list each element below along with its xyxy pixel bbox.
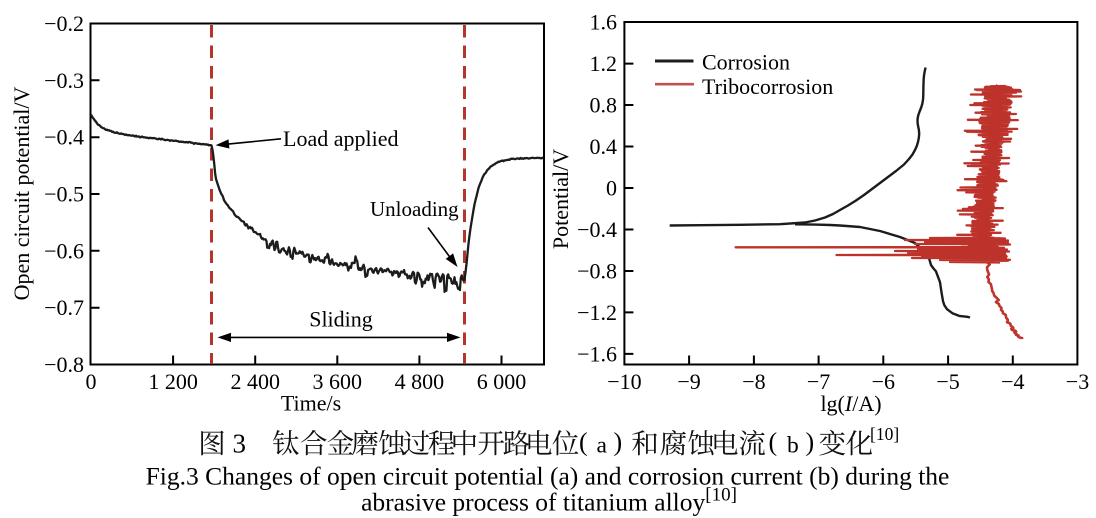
svg-text:3: 3 — [233, 429, 247, 459]
svg-text:−9: −9 — [677, 369, 700, 394]
svg-text:−0.5: −0.5 — [44, 182, 84, 207]
svg-text:−0.7: −0.7 — [44, 295, 84, 320]
svg-text:−3: −3 — [1066, 369, 1089, 394]
svg-text:−4: −4 — [1001, 369, 1024, 394]
svg-text:Sliding: Sliding — [309, 307, 373, 332]
svg-text:): ) — [614, 427, 623, 456]
svg-text:6 000: 6 000 — [477, 369, 527, 394]
svg-text:−7: −7 — [807, 369, 830, 394]
svg-text:−1.6: −1.6 — [577, 341, 617, 366]
svg-text:0: 0 — [606, 175, 617, 200]
svg-text:−0.8: −0.8 — [577, 258, 617, 283]
svg-text:1.2: 1.2 — [590, 51, 618, 76]
svg-text:−0.4: −0.4 — [577, 217, 617, 242]
svg-text:abrasive process of titanium a: abrasive process of titanium alloy[10] — [361, 485, 737, 517]
svg-text:−1.2: −1.2 — [577, 300, 617, 325]
svg-text:): ) — [806, 427, 815, 456]
svg-text:Time/s: Time/s — [281, 391, 341, 416]
svg-text:1 200: 1 200 — [148, 369, 198, 394]
svg-text:−10: −10 — [607, 369, 641, 394]
svg-text:−6: −6 — [872, 369, 895, 394]
svg-text:Tribocorrosion: Tribocorrosion — [702, 74, 833, 99]
svg-text:2 400: 2 400 — [230, 369, 280, 394]
svg-text:−0.8: −0.8 — [44, 352, 84, 377]
svg-text:0.8: 0.8 — [590, 92, 618, 117]
svg-text:[10]: [10] — [870, 424, 899, 444]
svg-text:0.4: 0.4 — [590, 134, 618, 159]
svg-text:0: 0 — [86, 369, 97, 394]
svg-text:−8: −8 — [742, 369, 765, 394]
svg-text:4 800: 4 800 — [395, 369, 445, 394]
svg-text:−5: −5 — [936, 369, 959, 394]
svg-text:−0.3: −0.3 — [44, 68, 84, 93]
svg-text:1.6: 1.6 — [590, 10, 618, 35]
svg-text:−0.4: −0.4 — [44, 125, 84, 150]
svg-text:Fig.3 Changes of open circuit: Fig.3 Changes of open circuit potential … — [146, 461, 950, 490]
svg-text:Corrosion: Corrosion — [702, 49, 790, 74]
svg-text:lg(I/A): lg(I/A) — [820, 391, 881, 416]
svg-text:Unloading: Unloading — [370, 197, 459, 221]
svg-text:Potential/V: Potential/V — [548, 149, 573, 249]
svg-text:b: b — [787, 433, 799, 459]
svg-text:3 600: 3 600 — [313, 369, 363, 394]
svg-text:(: ( — [579, 427, 588, 456]
svg-text:a: a — [597, 433, 608, 459]
svg-text:−0.2: −0.2 — [44, 11, 84, 36]
svg-text:(: ( — [769, 427, 778, 456]
svg-text:Open circuit potential/V: Open circuit potential/V — [9, 86, 34, 300]
svg-text:−0.6: −0.6 — [44, 238, 84, 263]
svg-text:Load applied: Load applied — [283, 126, 398, 151]
